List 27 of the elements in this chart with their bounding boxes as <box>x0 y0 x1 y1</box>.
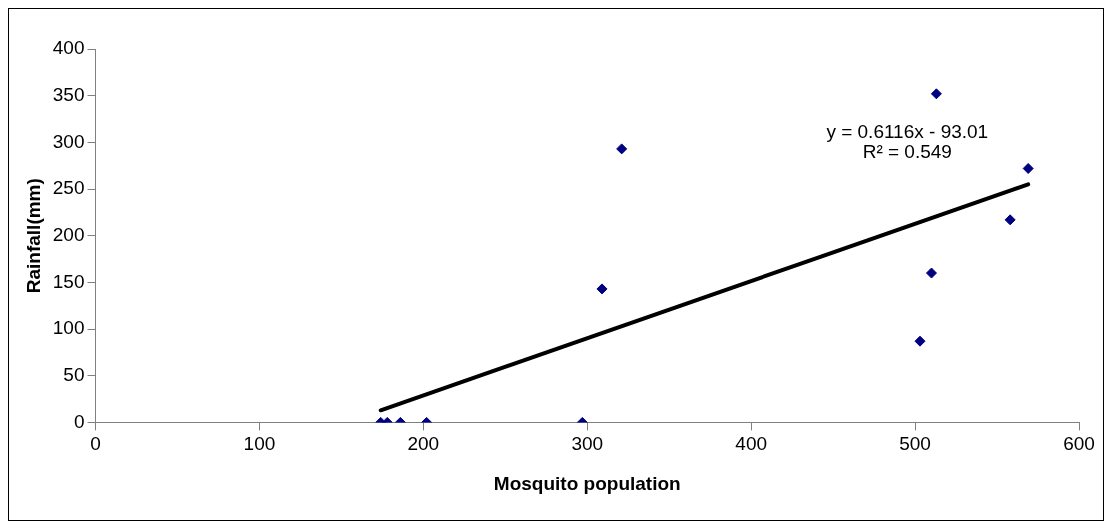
point <box>1022 162 1034 174</box>
point <box>596 283 608 295</box>
x-tick-label: 0 <box>90 433 101 455</box>
x-axis-title: Mosquito population <box>493 472 681 494</box>
point <box>1004 214 1016 226</box>
y-tick-label: 250 <box>52 177 85 199</box>
x-tick-label: 400 <box>735 433 768 455</box>
point <box>616 143 628 155</box>
annotation: R² = 0.549 <box>862 141 952 163</box>
y-axis-title: Rainfall(mm) <box>22 178 44 294</box>
x-tick-label: 300 <box>571 433 604 455</box>
y-tick-label: 350 <box>52 83 85 105</box>
y-tick-label: 0 <box>73 410 85 432</box>
y-tick-label: 100 <box>52 317 85 339</box>
x-tick-label: 100 <box>243 433 276 455</box>
y-tick-label: 300 <box>52 130 85 152</box>
x-tick-label: 600 <box>1063 433 1095 455</box>
y-tick-label: 150 <box>52 270 85 292</box>
x-tick-label: 200 <box>407 433 440 455</box>
annotation: y = 0.6116x - 93.01 <box>826 121 989 143</box>
point <box>914 335 926 347</box>
y-tick-label: 50 <box>63 363 85 385</box>
point <box>930 88 942 100</box>
y-tick-label: 200 <box>52 223 85 245</box>
x-tick-label: 500 <box>899 433 931 455</box>
point <box>925 267 937 279</box>
y-tick-label: 400 <box>52 37 85 59</box>
